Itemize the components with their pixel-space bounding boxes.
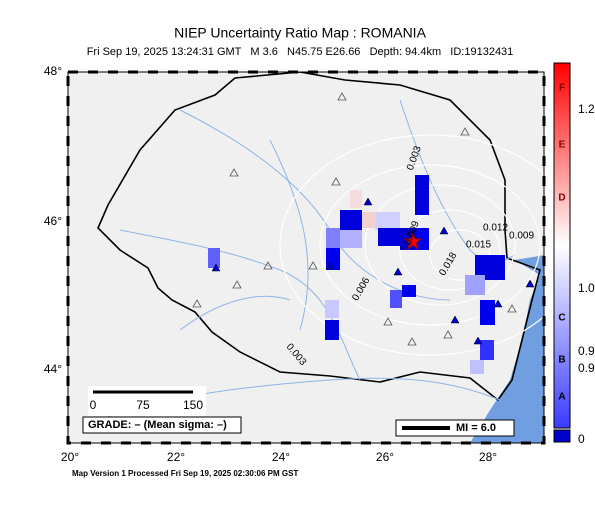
contour-label: 0.015 <box>466 240 491 251</box>
lat-label: 44° <box>44 362 62 376</box>
map-area: 0.003 0.009 0.012 0.015 0.009 0.018 0.00… <box>68 72 544 443</box>
border <box>97 72 541 402</box>
colorbar-value: 0.9 <box>578 361 595 375</box>
lat-label: 46° <box>44 214 62 228</box>
scale-label: 150 <box>183 398 203 412</box>
lon-label: 24° <box>272 450 290 464</box>
stations <box>192 92 517 346</box>
colorbar <box>553 62 571 429</box>
colorbar-value: 0.9 <box>578 344 595 358</box>
scale-label: 0 <box>90 398 97 412</box>
lat-label: 48° <box>44 64 62 78</box>
grade-letter: F <box>559 83 565 94</box>
grade-letter: C <box>558 313 565 324</box>
title: NIEP Uncertainty Ratio Map : ROMANIA <box>174 25 426 41</box>
grid-cells <box>208 175 505 374</box>
epicenter <box>403 231 423 251</box>
frame-inner <box>67 71 545 444</box>
footer: Map Version 1 Processed Fri Sep 19, 2025… <box>72 469 298 478</box>
stations-used <box>211 197 535 345</box>
scale-labels: 0 75 150 <box>90 398 204 412</box>
black-sea <box>470 255 544 443</box>
lon-label: 28° <box>479 450 497 464</box>
contours <box>279 134 544 356</box>
colorbar-grades: F E D C B A <box>558 83 565 403</box>
colorbar-values: 1.2 1.0 0.9 0.9 0 <box>578 102 595 446</box>
mi: MI = 6.0 <box>456 422 496 434</box>
colorbar-value: 1.0 <box>578 281 595 295</box>
colorbar-min <box>553 429 571 443</box>
colorbar-value: 0 <box>578 432 585 446</box>
contour-label: 0.012 <box>483 223 508 234</box>
grade-letter: D <box>558 193 565 204</box>
scale-label: 75 <box>136 398 150 412</box>
grade-letter: A <box>558 392 565 403</box>
lon-label: 20° <box>61 450 79 464</box>
lat-labels: 48° 46° 44° <box>44 64 62 376</box>
colorbar-value: 1.2 <box>578 102 595 116</box>
grade: GRADE: – (Mean sigma: –) <box>88 419 227 431</box>
subtitle: Fri Sep 19, 2025 13:24:31 GMT M 3.6 N45.… <box>87 46 514 58</box>
mi-box <box>395 419 515 437</box>
contour-label: 0.009 <box>509 231 534 242</box>
lon-label: 26° <box>376 450 394 464</box>
grade-box <box>82 416 242 434</box>
lon-labels: 20° 22° 24° 26° 28° <box>61 450 497 464</box>
land <box>68 72 544 443</box>
lon-label: 22° <box>167 450 185 464</box>
grade-letter: B <box>558 355 565 366</box>
grade-letter: E <box>559 140 566 151</box>
